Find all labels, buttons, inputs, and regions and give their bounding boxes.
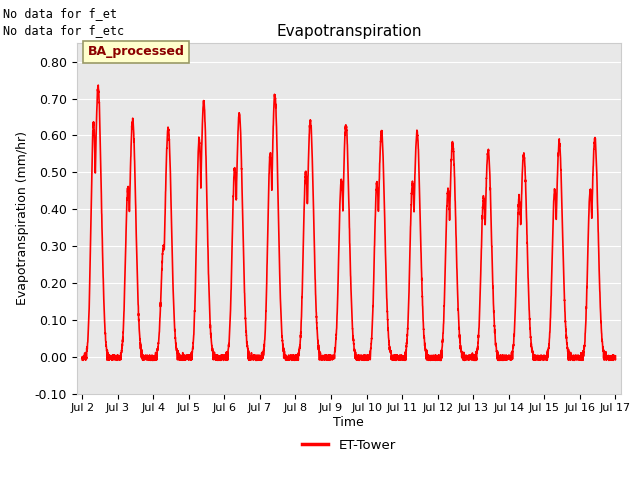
Text: BA_processed: BA_processed [88, 46, 184, 59]
Legend: ET-Tower: ET-Tower [296, 433, 401, 457]
Y-axis label: Evapotranspiration (mm/hr): Evapotranspiration (mm/hr) [16, 132, 29, 305]
Text: No data for f_et
No data for f_etc: No data for f_et No data for f_etc [3, 7, 124, 37]
Title: Evapotranspiration: Evapotranspiration [276, 24, 422, 39]
X-axis label: Time: Time [333, 416, 364, 429]
